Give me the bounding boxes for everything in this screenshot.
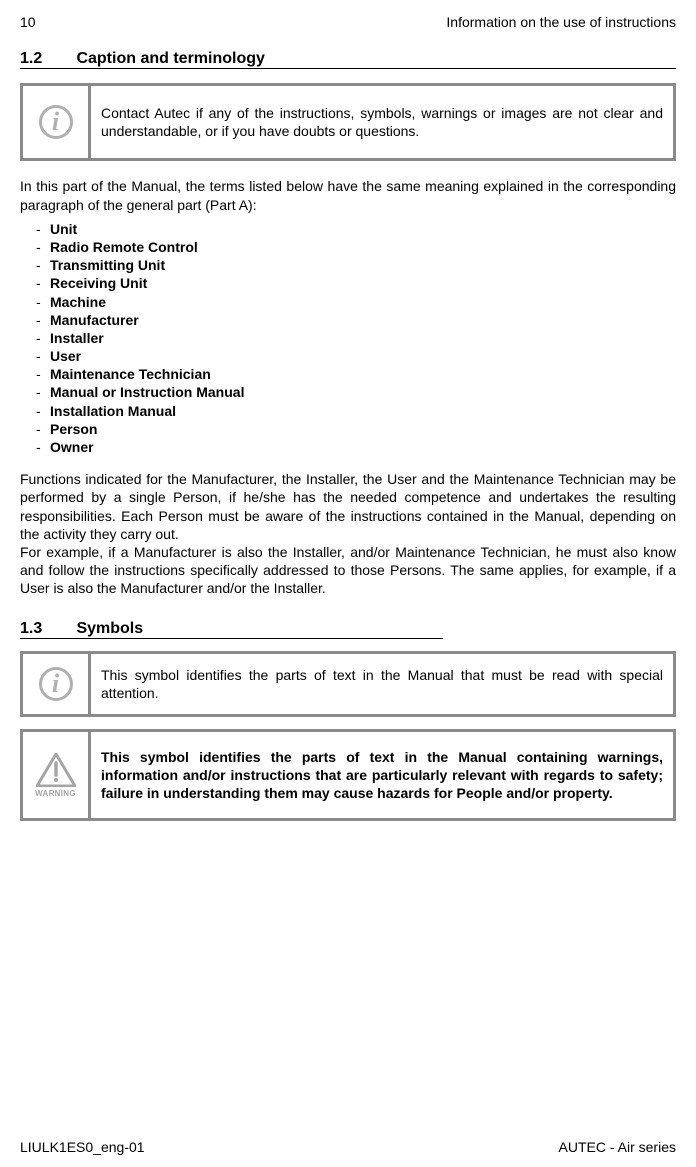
term-item: -Unit <box>36 220 676 238</box>
term-label: Radio Remote Control <box>50 238 198 256</box>
warning-label: WARNING <box>35 789 76 798</box>
warning-box: WARNING This symbol identifies the parts… <box>20 729 676 822</box>
term-item: -Installer <box>36 329 676 347</box>
warning-triangle-icon <box>36 753 76 787</box>
info-box-1-2: i Contact Autec if any of the instructio… <box>20 83 676 161</box>
term-label: User <box>50 347 81 365</box>
info-box-1-2-content: Contact Autec if any of the instructions… <box>101 104 663 140</box>
info-icon-cell: i <box>23 654 91 714</box>
section-1-3: 1.3 Symbols i This symbol identifies the… <box>20 620 676 838</box>
term-label: Receiving Unit <box>50 274 147 292</box>
term-label: Manufacturer <box>50 311 139 329</box>
section-1-3-num: 1.3 <box>20 620 72 638</box>
info-box-1-3: i This symbol identifies the parts of te… <box>20 651 676 717</box>
body-paragraph-2: For example, if a Manufacturer is also t… <box>20 543 676 598</box>
term-item: -Radio Remote Control <box>36 238 676 256</box>
term-item: -Maintenance Technician <box>36 365 676 383</box>
footer-left: LIULK1ES0_eng-01 <box>20 1139 145 1155</box>
info-icon: i <box>39 667 73 701</box>
term-label: Machine <box>50 293 106 311</box>
info-icon: i <box>39 105 73 139</box>
term-label: Manual or Instruction Manual <box>50 383 244 401</box>
term-item: -Machine <box>36 293 676 311</box>
header-title: Information on the use of instructions <box>446 14 676 30</box>
term-item: -Transmitting Unit <box>36 256 676 274</box>
section-1-3-title: Symbols <box>76 620 143 637</box>
warning-box-text: This symbol identifies the parts of text… <box>91 732 673 819</box>
info-box-1-3-content: This symbol identifies the parts of text… <box>101 666 663 702</box>
term-label: Person <box>50 420 97 438</box>
term-label: Owner <box>50 438 94 456</box>
term-item: -User <box>36 347 676 365</box>
page-header: 10 Information on the use of instruction… <box>20 14 676 30</box>
info-icon-cell: i <box>23 86 91 158</box>
warning-icon-cell: WARNING <box>23 732 91 819</box>
term-label: Installer <box>50 329 104 347</box>
section-1-3-heading: 1.3 Symbols <box>20 620 443 639</box>
page-footer: LIULK1ES0_eng-01 AUTEC - Air series <box>20 1139 676 1155</box>
info-box-1-3-text: This symbol identifies the parts of text… <box>91 654 673 714</box>
info-box-1-2-text: Contact Autec if any of the instructions… <box>91 86 673 158</box>
footer-right: AUTEC - Air series <box>559 1139 676 1155</box>
term-item: -Receiving Unit <box>36 274 676 292</box>
term-label: Maintenance Technician <box>50 365 211 383</box>
section-1-2-title: Caption and terminology <box>76 50 264 67</box>
warning-box-content: This symbol identifies the parts of text… <box>101 748 663 803</box>
term-item: -Manufacturer <box>36 311 676 329</box>
term-item: -Person <box>36 420 676 438</box>
page-number: 10 <box>20 14 36 30</box>
term-item: -Manual or Instruction Manual <box>36 383 676 401</box>
term-item: -Owner <box>36 438 676 456</box>
term-list: -Unit -Radio Remote Control -Transmittin… <box>36 220 676 456</box>
intro-paragraph: In this part of the Manual, the terms li… <box>20 177 676 213</box>
body-paragraph-1: Functions indicated for the Manufacturer… <box>20 470 676 543</box>
term-label: Transmitting Unit <box>50 256 165 274</box>
section-1-2-num: 1.2 <box>20 50 72 68</box>
term-label: Unit <box>50 220 77 238</box>
term-item: -Installation Manual <box>36 402 676 420</box>
section-1-2-heading: 1.2 Caption and terminology <box>20 50 676 69</box>
term-label: Installation Manual <box>50 402 176 420</box>
